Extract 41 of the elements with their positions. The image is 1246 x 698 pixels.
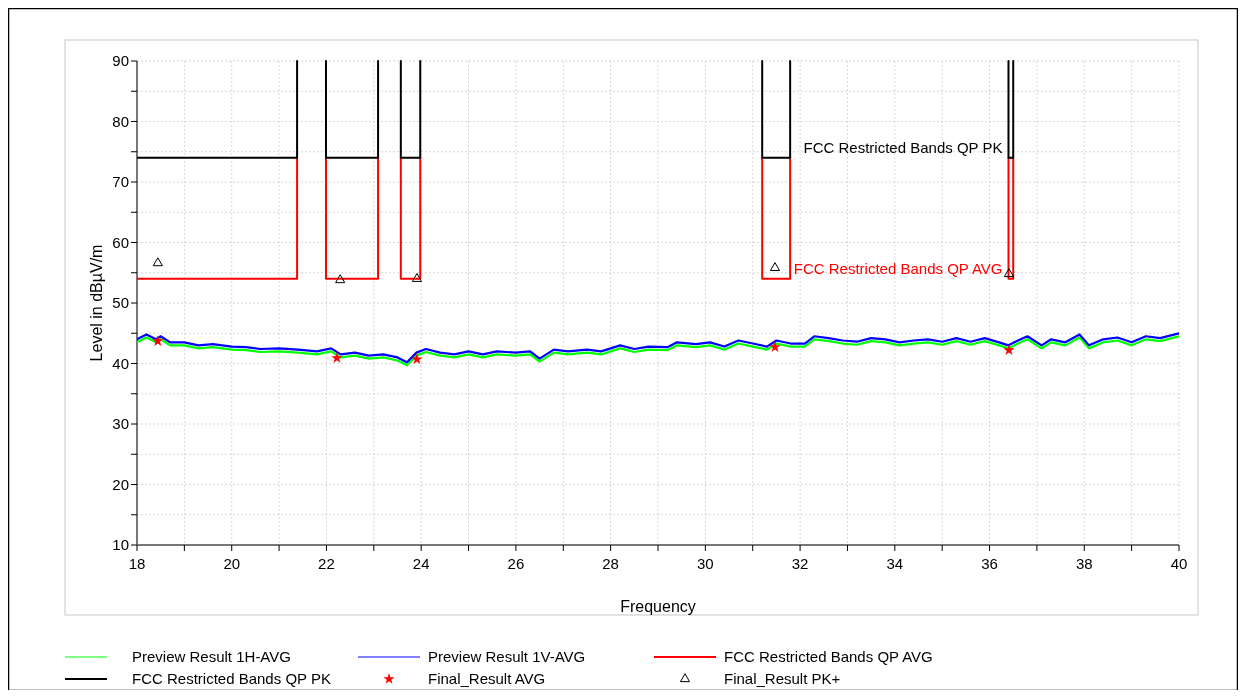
y-tick-label: 20 <box>112 475 129 493</box>
x-tick-label: 30 <box>697 555 714 572</box>
y-tick-label: 80 <box>112 112 129 130</box>
x-tick-label: 20 <box>223 555 241 572</box>
x-tick-label: 28 <box>602 555 619 572</box>
x-tick-label: 22 <box>318 555 335 572</box>
x-tick-label: 38 <box>1075 555 1093 572</box>
point <box>1003 344 1015 356</box>
y-tick-label: 10 <box>112 536 129 553</box>
x-tick-label: 40 <box>1170 555 1188 572</box>
y-tick-label: 90 <box>112 52 129 69</box>
legend-label: FCC Restricted Bands QP AVG <box>724 648 933 665</box>
point <box>335 274 346 284</box>
x-tick-label: 32 <box>791 555 809 572</box>
point <box>769 341 781 352</box>
x-tick-label: 24 <box>412 555 430 572</box>
legend-label: FCC Restricted Bands QP PK <box>132 670 331 687</box>
x-tick-label: 36 <box>981 555 998 572</box>
x-axis-title: Frequency <box>620 598 696 615</box>
x-tick-label: 18 <box>128 555 146 572</box>
annotation: FCC Restricted Bands QP PK <box>803 138 1003 156</box>
y-tick-label: 60 <box>112 233 129 251</box>
point <box>152 257 163 267</box>
point <box>1003 268 1015 278</box>
y-tick-label: 30 <box>112 415 129 432</box>
legend-label: Preview Result 1H-AVG <box>132 648 291 665</box>
y-tick-label: 40 <box>112 354 129 372</box>
legend-label: Final_Result AVG <box>428 670 546 687</box>
x-tick-label: 34 <box>886 555 904 572</box>
legend-label: Preview Result 1V-AVG <box>428 648 586 665</box>
annotation: FCC Restricted Bands QP AVG <box>793 259 1003 277</box>
legend-label: Final_Result PK+ <box>724 670 841 687</box>
y-tick-label: 50 <box>112 294 129 311</box>
point <box>152 335 164 346</box>
point <box>411 273 422 282</box>
point <box>331 352 343 363</box>
point <box>411 353 423 365</box>
x-tick-label: 26 <box>507 555 525 572</box>
y-tick-label: 70 <box>112 173 129 190</box>
point <box>769 262 781 272</box>
y-axis-title: Level in dBµV/m <box>88 244 105 362</box>
